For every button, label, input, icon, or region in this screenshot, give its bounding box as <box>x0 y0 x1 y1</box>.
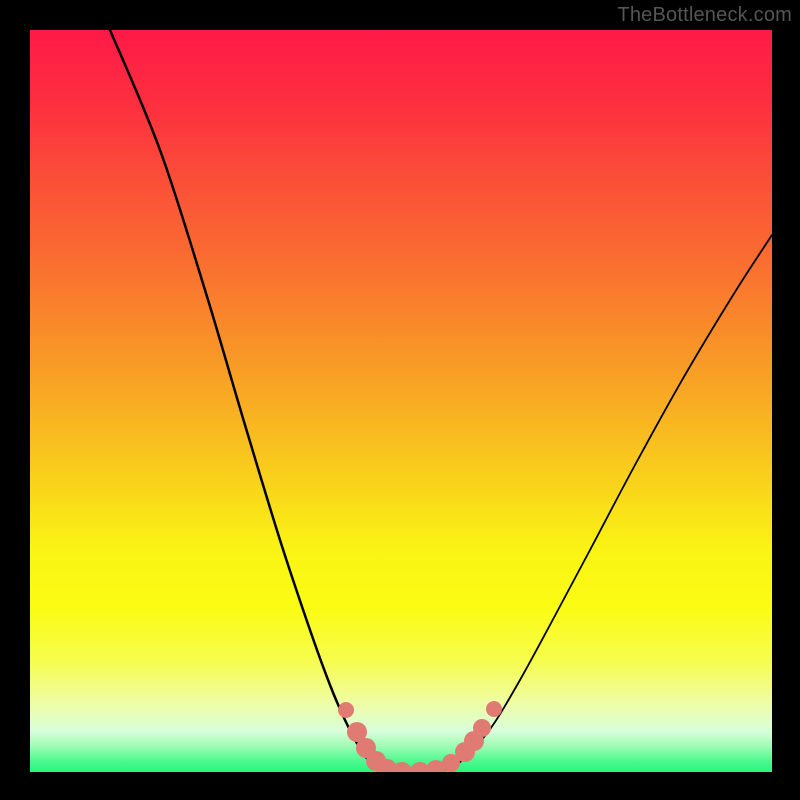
curve-right <box>435 235 772 772</box>
curve-dots <box>338 701 502 772</box>
plot-area <box>30 30 772 772</box>
watermark: TheBottleneck.com <box>617 4 792 27</box>
curve-dot <box>486 701 502 717</box>
curve-layer <box>30 30 772 772</box>
curve-dot <box>473 719 491 737</box>
curve-dot <box>338 702 354 718</box>
canvas: TheBottleneck.com <box>0 0 800 800</box>
curve-left <box>110 30 395 772</box>
